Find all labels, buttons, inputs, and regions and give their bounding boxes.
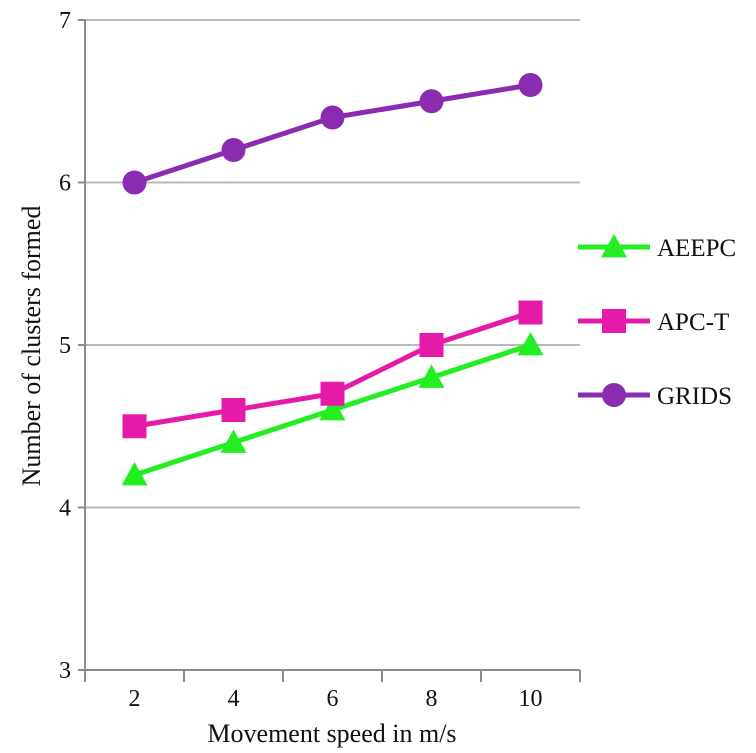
data-point-grids-4 [221, 138, 246, 162]
data-point-aeepc-2 [121, 462, 148, 486]
legend-label-aeepc: AEEPC [657, 235, 736, 262]
x-tick-label-6: 6 [327, 686, 339, 712]
data-point-aeepc-8 [418, 364, 445, 388]
data-point-aeepc-10 [517, 332, 544, 356]
series-aeepc [121, 332, 544, 486]
legend: AEEPC APC-T GRIDS [578, 234, 736, 410]
legend-marker-apc-t [602, 309, 626, 333]
series-group [121, 73, 544, 486]
x-axis-label: Movement speed in m/s [207, 719, 456, 748]
y-tick-label-5: 5 [59, 333, 71, 359]
y-tick-label-4: 4 [59, 496, 71, 522]
x-tick-label-8: 8 [426, 686, 438, 712]
legend-label-apc-t: APC-T [657, 309, 729, 336]
legend-label-grids: GRIDS [657, 383, 732, 410]
y-tick-label-3: 3 [59, 658, 71, 684]
data-point-apc-t-10 [518, 300, 543, 325]
data-point-grids-6 [320, 105, 345, 130]
data-point-apc-t-6 [320, 381, 345, 406]
series-grids [122, 73, 543, 195]
data-point-grids-10 [518, 73, 543, 97]
data-point-apc-t-4 [221, 398, 246, 422]
y-tick-labels: 3 4 5 6 7 [59, 8, 71, 684]
data-point-grids-8 [419, 89, 444, 114]
data-point-aeepc-4 [220, 429, 247, 453]
series-apc-t [122, 300, 543, 439]
legend-item-apc-t: APC-T [578, 309, 729, 336]
legend-marker-grids [602, 383, 626, 407]
data-point-apc-t-8 [419, 333, 444, 357]
grid-lines [85, 19, 580, 509]
legend-item-aeepc: AEEPC [578, 234, 736, 262]
x-tick-label-2: 2 [129, 686, 141, 712]
x-tick-labels: 2 4 6 8 10 [129, 686, 543, 712]
y-tick-label-7: 7 [59, 8, 71, 34]
x-tick-label-4: 4 [228, 686, 240, 712]
series-line-grids [133, 82, 531, 185]
legend-item-grids: GRIDS [578, 383, 732, 410]
x-tick-label-10: 10 [519, 686, 543, 712]
data-point-apc-t-2 [122, 414, 147, 439]
axes [78, 19, 581, 682]
y-axis-label: Number of clusters formed [17, 206, 46, 487]
data-point-aeepc-6 [319, 397, 346, 421]
y-tick-label-6: 6 [59, 171, 71, 197]
data-point-grids-2 [122, 170, 147, 195]
legend-marker-aeepc [601, 234, 627, 258]
